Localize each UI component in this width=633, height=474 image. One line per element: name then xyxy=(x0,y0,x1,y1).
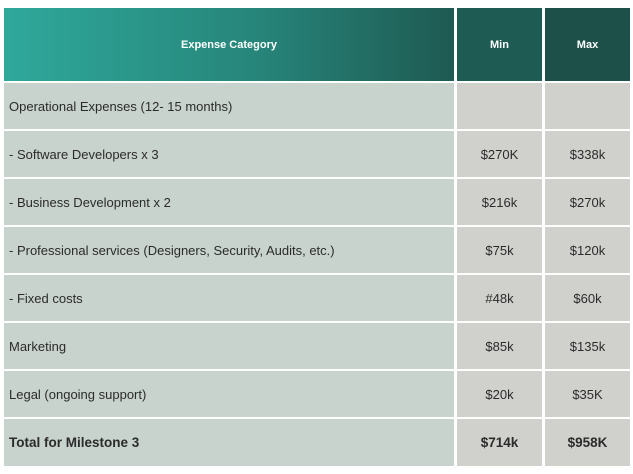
row-min-software-developers: $270K xyxy=(457,131,542,177)
total-min: $714k xyxy=(457,419,542,466)
row-max-marketing: $135k xyxy=(545,323,630,369)
total-label: Total for Milestone 3 xyxy=(4,419,454,466)
row-min-marketing: $85k xyxy=(457,323,542,369)
row-label-legal: Legal (ongoing support) xyxy=(4,371,454,417)
row-max-legal: $35K xyxy=(545,371,630,417)
row-label-marketing: Marketing xyxy=(4,323,454,369)
row-label-software-developers: - Software Developers x 3 xyxy=(4,131,454,177)
expense-table: Expense Category Min Max Operational Exp… xyxy=(4,8,630,466)
row-min-professional-services: $75k xyxy=(457,227,542,273)
row-label-business-development: - Business Development x 2 xyxy=(4,179,454,225)
row-max-fixed-costs: $60k xyxy=(545,275,630,321)
total-max: $958K xyxy=(545,419,630,466)
row-max-operational-expenses xyxy=(545,83,630,129)
row-min-fixed-costs: #48k xyxy=(457,275,542,321)
row-max-business-development: $270k xyxy=(545,179,630,225)
row-min-operational-expenses xyxy=(457,83,542,129)
header-max: Max xyxy=(545,8,630,81)
row-label-professional-services: - Professional services (Designers, Secu… xyxy=(4,227,454,273)
row-min-legal: $20k xyxy=(457,371,542,417)
row-min-business-development: $216k xyxy=(457,179,542,225)
row-label-operational-expenses: Operational Expenses (12- 15 months) xyxy=(4,83,454,129)
row-label-fixed-costs: - Fixed costs xyxy=(4,275,454,321)
row-max-software-developers: $338k xyxy=(545,131,630,177)
row-max-professional-services: $120k xyxy=(545,227,630,273)
header-min: Min xyxy=(457,8,542,81)
header-expense-category: Expense Category xyxy=(4,8,454,81)
